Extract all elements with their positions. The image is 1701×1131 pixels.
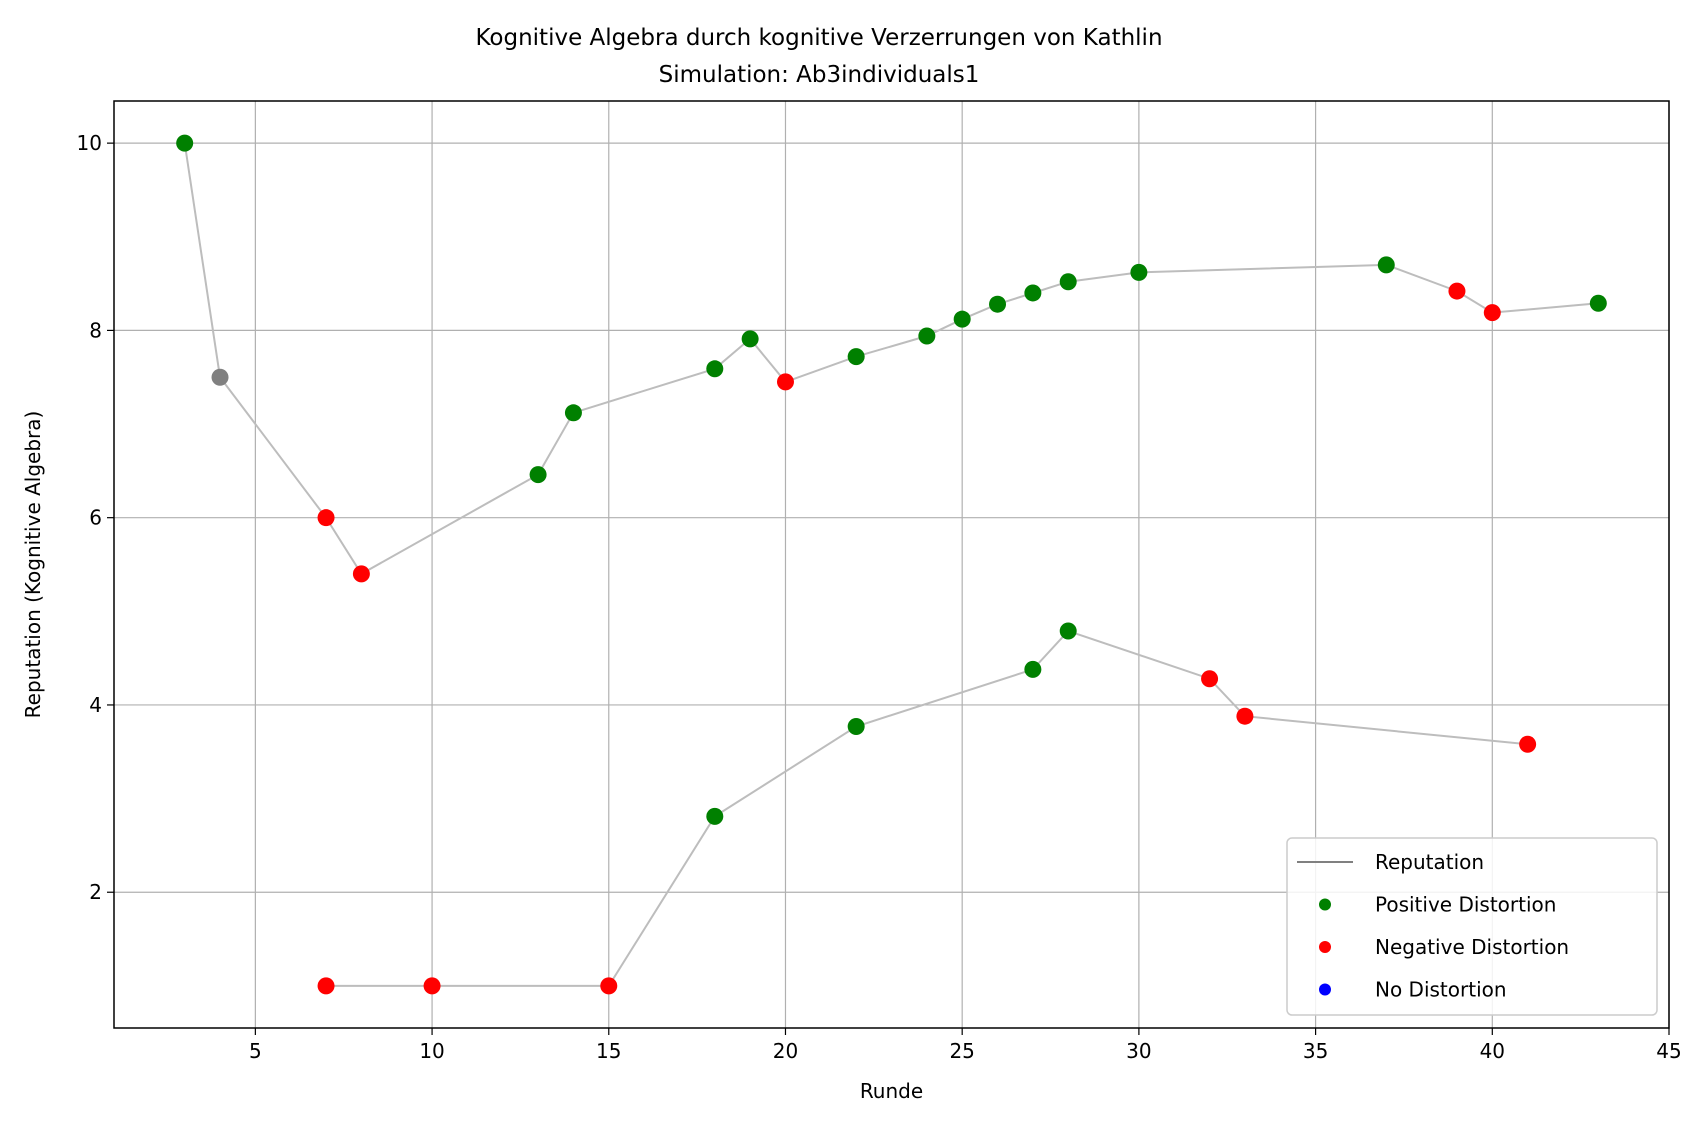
data-point-negative [1201,670,1219,688]
reputation-line [183,142,1599,576]
data-point-positive [564,404,582,422]
data-point-positive [989,295,1007,313]
axis-ticks: 5 10 15 20 25 30 35 40 45 2 4 6 8 10 [77,131,1682,1063]
data-point-positive [847,348,865,366]
data-point-positive [706,807,724,825]
data-point-positive [1059,622,1077,640]
data-point-positive [918,327,936,345]
legend-marker-swatch [1319,941,1331,953]
data-point-positive [529,466,547,484]
data-point-negative [352,565,370,583]
x-tick-label: 25 [949,1039,974,1063]
data-point-negative [600,977,618,995]
data-point-positive [1024,660,1042,678]
legend-box [1286,837,1658,1016]
x-tick-label: 40 [1480,1039,1505,1063]
data-point-positive [1059,273,1077,291]
y-tick-label: 10 [77,131,102,155]
x-tick-label: 15 [596,1039,621,1063]
x-tick-label: 35 [1303,1039,1328,1063]
y-tick-label: 8 [89,318,102,342]
data-point-positive [706,360,724,378]
series-lines [183,142,1599,987]
y-tick-label: 6 [89,506,102,530]
chart-title: Kognitive Algebra durch kognitive Verzer… [475,25,1162,51]
x-tick-label: 5 [249,1039,262,1063]
plot-frame [113,100,1670,1029]
data-point-negative [1448,282,1466,300]
legend-marker-swatch [1319,983,1331,996]
data-point-positive [953,310,971,328]
legend-label: Reputation [1375,850,1484,874]
data-point-positive [176,134,194,152]
data-point-negative [317,509,335,527]
x-tick-label: 30 [1126,1039,1151,1063]
data-markers [176,134,1607,995]
y-axis-label: Reputation (Kognitive Algebra) [21,411,45,719]
data-point-negative [1483,304,1501,322]
legend-label: Positive Distortion [1375,893,1556,917]
x-tick-label: 10 [419,1039,444,1063]
data-point-negative [317,977,335,995]
data-point-positive [1377,256,1395,274]
y-tick-label: 4 [89,693,102,717]
data-point-negative [1236,707,1254,725]
reputation-line [326,629,1528,987]
legend: Reputation Positive Distortion Negative Di… [1286,837,1658,1016]
data-point-negative [776,373,794,391]
data-point-negative [423,977,441,995]
x-tick-label: 45 [1656,1039,1681,1063]
y-tick-label: 2 [89,880,102,904]
data-point-positive [1130,263,1148,281]
data-point-positive [1024,284,1042,302]
data-point-positive [847,717,865,735]
legend-label: Negative Distortion [1375,935,1569,959]
legend-marker-swatch [1319,898,1331,911]
chart-subtitle: Simulation: Ab3individuals1 [659,62,980,88]
data-point-negative [1519,735,1537,753]
x-tick-label: 20 [773,1039,798,1063]
data-point-positive [741,330,759,348]
data-point-neutral [211,368,229,386]
data-point-positive [1589,294,1607,312]
x-axis-label: Runde [860,1079,923,1103]
legend-label: No Distortion [1375,978,1507,1002]
